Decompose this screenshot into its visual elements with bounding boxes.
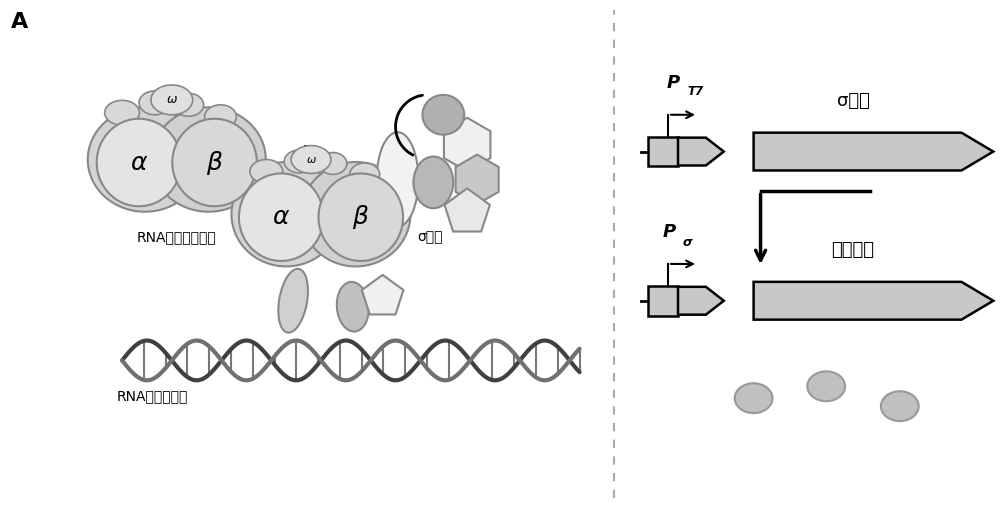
Polygon shape xyxy=(362,275,403,315)
Ellipse shape xyxy=(88,107,202,212)
Ellipse shape xyxy=(350,163,380,186)
Text: σ因子: σ因子 xyxy=(837,92,870,110)
Ellipse shape xyxy=(172,119,257,206)
Text: $\beta$: $\beta$ xyxy=(352,203,369,231)
Ellipse shape xyxy=(735,383,773,413)
Ellipse shape xyxy=(151,85,193,115)
Text: 荧光蛋白: 荧光蛋白 xyxy=(832,241,875,259)
Ellipse shape xyxy=(319,153,347,175)
Ellipse shape xyxy=(807,372,845,401)
Text: T7: T7 xyxy=(687,85,703,98)
Text: $\omega$: $\omega$ xyxy=(166,93,178,106)
Ellipse shape xyxy=(239,174,323,261)
Ellipse shape xyxy=(881,391,919,421)
Ellipse shape xyxy=(413,157,453,208)
Ellipse shape xyxy=(250,159,283,183)
Text: P: P xyxy=(667,74,680,92)
Ellipse shape xyxy=(278,269,308,333)
FancyArrow shape xyxy=(754,133,993,171)
Ellipse shape xyxy=(174,93,204,116)
FancyArrow shape xyxy=(754,282,993,320)
Text: P: P xyxy=(663,223,676,241)
Text: $\alpha$: $\alpha$ xyxy=(130,151,148,175)
Ellipse shape xyxy=(284,150,314,173)
Bar xyxy=(648,286,678,316)
FancyArrow shape xyxy=(678,137,724,165)
Ellipse shape xyxy=(377,132,418,227)
Ellipse shape xyxy=(337,282,369,331)
Bar xyxy=(648,136,678,166)
Ellipse shape xyxy=(231,162,341,266)
Polygon shape xyxy=(444,118,490,172)
Ellipse shape xyxy=(422,95,464,135)
Ellipse shape xyxy=(318,174,403,261)
Text: $\beta$: $\beta$ xyxy=(206,149,223,177)
Polygon shape xyxy=(456,155,499,204)
Text: A: A xyxy=(11,12,28,33)
Text: σ: σ xyxy=(683,236,693,249)
Ellipse shape xyxy=(139,91,171,115)
Ellipse shape xyxy=(291,146,331,174)
Text: $\omega$: $\omega$ xyxy=(306,155,316,164)
Ellipse shape xyxy=(97,119,181,206)
Ellipse shape xyxy=(151,107,266,212)
Text: +: + xyxy=(294,140,318,168)
Text: RNA聚合酶核心酶: RNA聚合酶核心酶 xyxy=(137,230,217,244)
Ellipse shape xyxy=(105,100,139,125)
Ellipse shape xyxy=(205,105,236,129)
Text: σ因子: σ因子 xyxy=(418,230,443,244)
FancyArrow shape xyxy=(678,287,724,315)
Text: RNA聚合酶全酶: RNA聚合酶全酶 xyxy=(116,389,188,403)
Text: $\alpha$: $\alpha$ xyxy=(272,205,290,229)
Ellipse shape xyxy=(301,162,410,266)
Polygon shape xyxy=(444,188,490,232)
